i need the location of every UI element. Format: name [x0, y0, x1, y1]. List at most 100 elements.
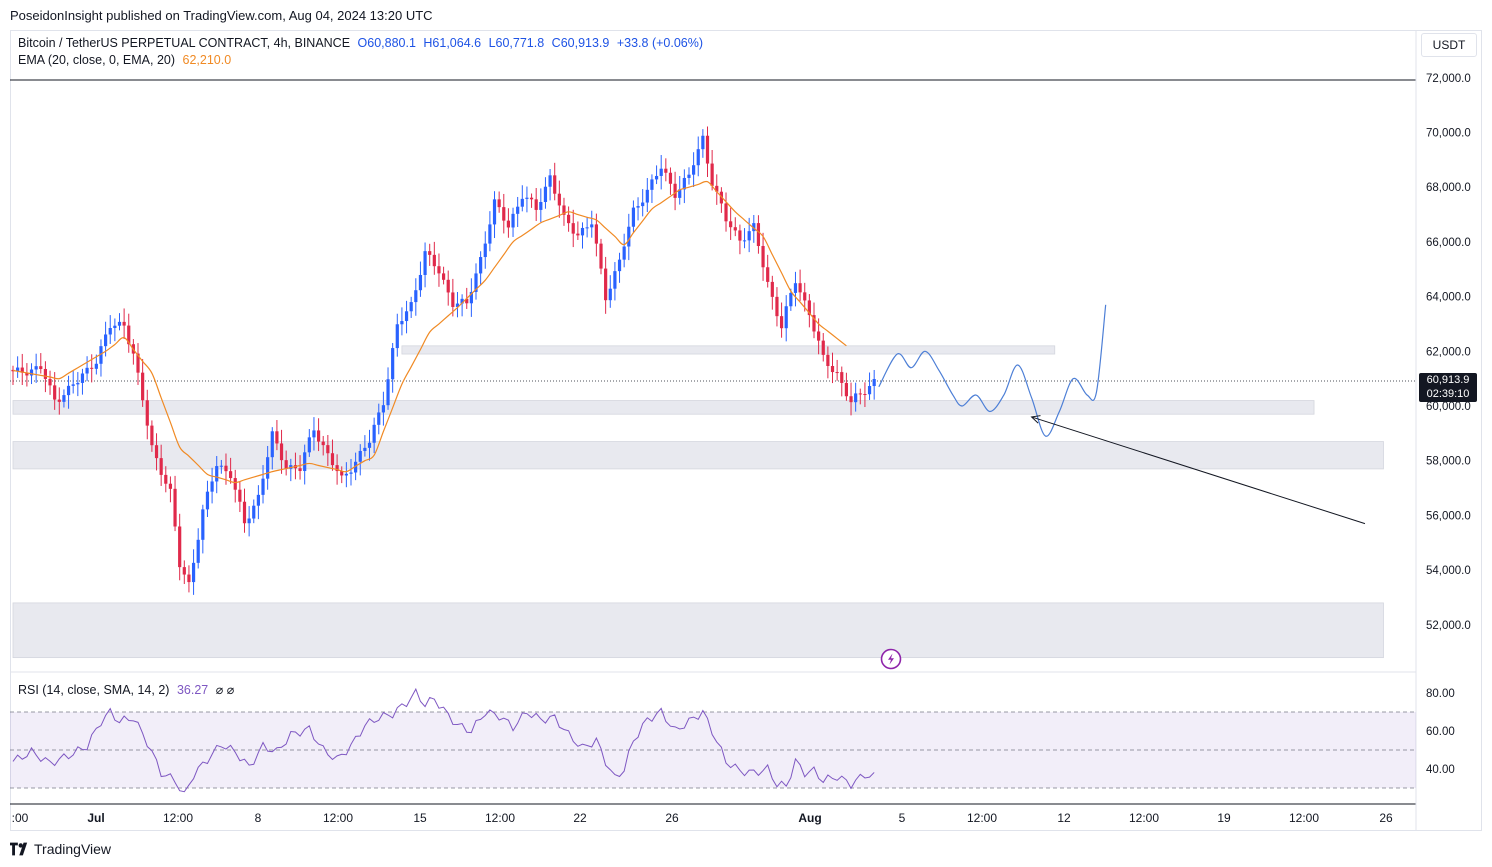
candle-body — [673, 183, 677, 198]
close-value: C60,913.9 — [551, 36, 610, 50]
candle-body — [752, 223, 756, 232]
candle-body — [756, 223, 761, 247]
candle-body — [548, 175, 552, 187]
candle-body — [150, 425, 154, 446]
candle-body — [571, 223, 575, 234]
ema-label[interactable]: EMA (20, close, 0, EMA, 20) — [18, 53, 176, 67]
candle-body — [580, 227, 585, 236]
rsi-tick-label: 80.00 — [1426, 688, 1455, 700]
time-tick-label: Jul — [87, 811, 104, 825]
ema-value: 62,210.0 — [182, 53, 232, 67]
candle-body — [798, 283, 802, 293]
price-tick-label: 54,000.0 — [1426, 565, 1471, 577]
candle-body — [479, 257, 483, 274]
time-tick-label: 26 — [1379, 811, 1393, 825]
candle-body — [807, 300, 811, 316]
time-tick-label: 8 — [255, 811, 262, 825]
candle-body — [553, 175, 557, 194]
candle-body — [835, 372, 839, 374]
candle-body — [20, 367, 24, 373]
candle-body — [90, 367, 94, 369]
candle-body — [469, 291, 473, 304]
candle-body — [488, 224, 492, 244]
time-tick-label: 5 — [899, 811, 906, 825]
candle-body — [576, 233, 580, 236]
lightning-event-icon — [880, 648, 902, 670]
time-tick-label: 12:00 — [163, 811, 193, 825]
tradingview-logo-icon — [10, 842, 28, 856]
time-tick-label: :00 — [12, 811, 29, 825]
last-price-value: 60,913.9 — [1426, 374, 1470, 386]
candle-body — [562, 205, 566, 215]
candle-body — [474, 273, 478, 292]
candle-body — [330, 453, 335, 466]
candle-body — [872, 379, 876, 387]
candle-body — [349, 472, 353, 474]
candle-body — [692, 165, 696, 175]
candle-body — [511, 213, 515, 228]
candle-body — [261, 478, 265, 495]
candle-body — [779, 316, 784, 329]
candle-body — [432, 254, 436, 267]
candle-body — [164, 474, 168, 484]
ema-line — [12, 180, 847, 484]
rsi-label[interactable]: RSI (14, close, SMA, 14, 2) — [18, 683, 170, 697]
candle-body — [381, 405, 385, 413]
candle-body — [534, 199, 538, 210]
candle-body — [242, 501, 247, 524]
candle-body — [543, 186, 548, 203]
candle-body — [483, 243, 487, 258]
candle-body — [113, 325, 117, 329]
candle-body — [80, 373, 85, 383]
candle-body — [326, 445, 330, 454]
candle-body — [455, 303, 460, 307]
candle-body — [85, 367, 89, 374]
time-tick-label: 26 — [665, 811, 679, 825]
time-tick-label: 12:00 — [1129, 811, 1159, 825]
time-tick-label: 22 — [573, 811, 587, 825]
publisher-line: PoseidonInsight published on TradingView… — [10, 8, 433, 23]
candle-body — [141, 372, 145, 401]
candle-body — [404, 311, 409, 322]
candle-body — [210, 481, 214, 492]
currency-button[interactable]: USDT — [1421, 33, 1477, 57]
candle-body — [66, 385, 71, 396]
candle-body — [196, 539, 200, 563]
candle-body — [321, 441, 325, 446]
candle-body — [367, 442, 372, 448]
price-tick-label: 60,000.0 — [1426, 401, 1471, 413]
candle-body — [34, 366, 38, 370]
candle-body — [104, 334, 108, 347]
candle-body — [854, 393, 858, 403]
candle-body — [154, 445, 159, 459]
candle-body — [437, 266, 441, 274]
candle-body — [659, 168, 663, 176]
rsi-line — [12, 687, 875, 793]
candle-body — [16, 367, 20, 372]
candle-body — [418, 274, 423, 291]
arrow-line — [1031, 416, 1366, 525]
tradingview-brand[interactable]: TradingView — [10, 841, 111, 857]
candle-body — [229, 471, 233, 479]
last-price-tag: 60,913.9 02:39:10 — [1419, 373, 1477, 402]
candle-body — [724, 203, 728, 222]
candle-body — [76, 382, 80, 385]
candle-body — [303, 452, 307, 472]
candle-body — [316, 430, 321, 442]
time-tick-label: 12:00 — [1289, 811, 1319, 825]
price-tick-label: 66,000.0 — [1426, 237, 1471, 249]
candle-body — [136, 353, 140, 373]
candle-body — [127, 325, 131, 345]
candle-body — [391, 348, 395, 380]
symbol-title[interactable]: Bitcoin / TetherUS PERPETUAL CONTRACT, 4… — [18, 36, 351, 50]
candle-body — [48, 378, 52, 386]
candle-body — [43, 368, 48, 379]
candle-body — [650, 179, 654, 190]
candle-body — [867, 386, 872, 395]
candle-body — [460, 298, 464, 304]
candle-body — [497, 199, 501, 208]
time-tick-label: 12:00 — [967, 811, 997, 825]
price-tick-label: 70,000.0 — [1426, 128, 1471, 140]
candle-body — [705, 135, 710, 164]
